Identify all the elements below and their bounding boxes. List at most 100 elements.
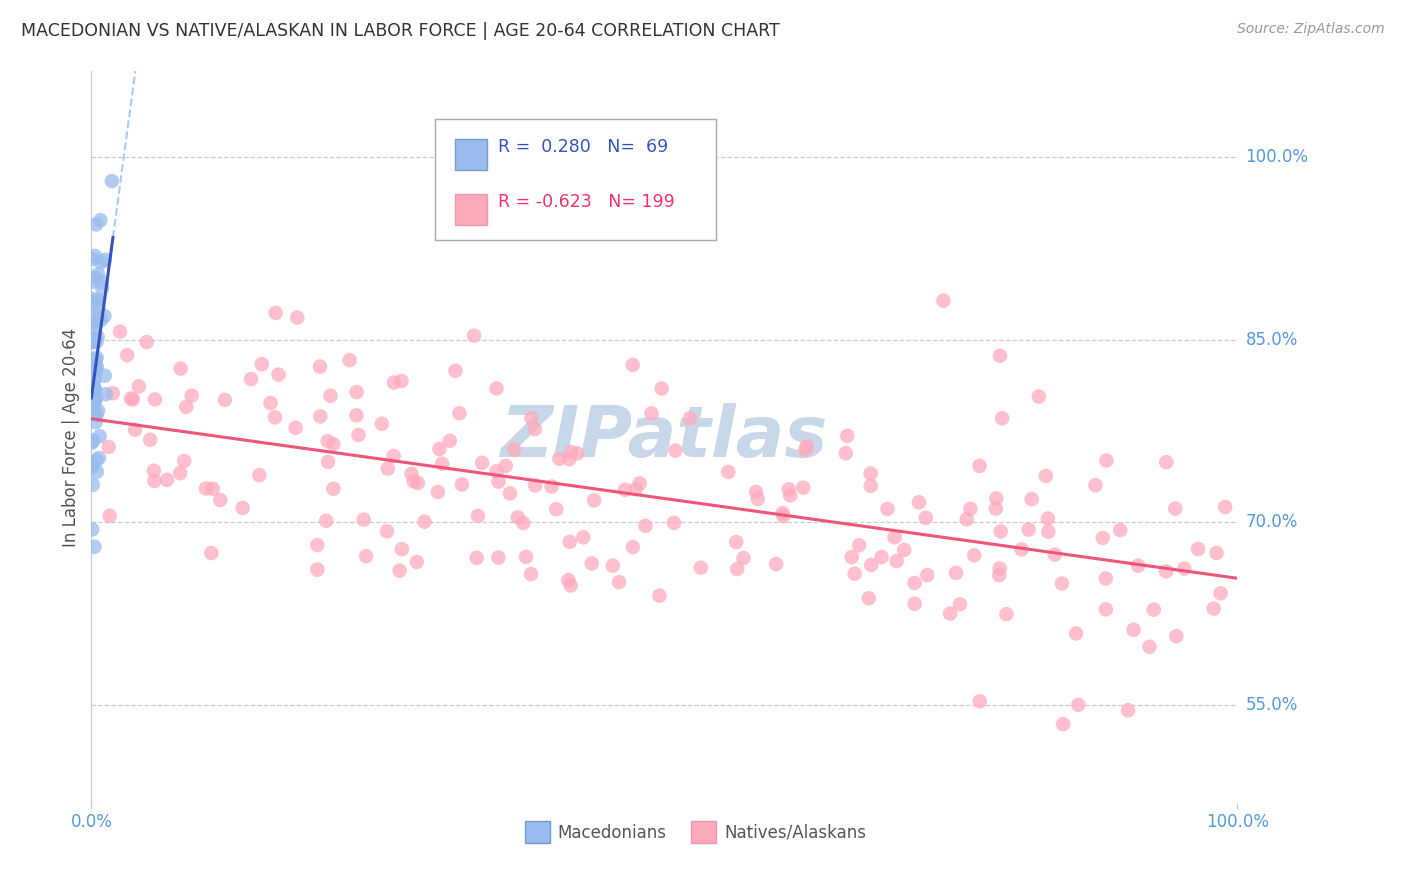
Point [689, 560, 711, 574]
Point [520, 411, 543, 425]
Point [1094, 571, 1116, 585]
Point [449, 406, 471, 420]
Point [986, 491, 1008, 506]
Point [84, 352, 107, 367]
Point [844, 566, 866, 581]
Point [1050, 576, 1073, 591]
Point [848, 538, 870, 552]
Point [499, 486, 522, 500]
Point [614, 483, 637, 497]
Point [406, 475, 429, 490]
Point [984, 501, 1007, 516]
Point [121, 392, 143, 407]
Point [515, 549, 537, 564]
Point [717, 465, 740, 479]
Point [1139, 640, 1161, 654]
Point [86, 465, 108, 479]
Point [988, 561, 1011, 575]
Point [560, 578, 582, 592]
Point [201, 482, 224, 496]
Point [778, 483, 800, 497]
Point [651, 382, 673, 396]
Point [142, 464, 165, 478]
Point [322, 437, 344, 451]
Point [86, 391, 108, 405]
Point [91, 280, 114, 294]
Point [467, 508, 489, 523]
Point [860, 558, 883, 572]
Point [1109, 523, 1132, 537]
Point [250, 357, 273, 371]
Point [903, 576, 925, 591]
Point [624, 482, 647, 496]
Point [375, 524, 398, 539]
Point [82, 434, 104, 448]
Point [82, 523, 104, 537]
Point [1122, 623, 1144, 637]
Point [495, 458, 517, 473]
Point [1084, 478, 1107, 492]
Point [870, 550, 893, 565]
Point [87, 301, 110, 315]
Point [883, 530, 905, 544]
Point [745, 484, 768, 499]
Point [540, 479, 562, 493]
Point [607, 575, 630, 590]
Point [932, 293, 955, 308]
Point [285, 310, 308, 325]
Point [859, 479, 882, 493]
Point [1094, 602, 1116, 616]
Point [1209, 586, 1232, 600]
Point [84, 333, 107, 347]
FancyBboxPatch shape [434, 119, 716, 240]
Y-axis label: In Labor Force | Age 20-64: In Labor Force | Age 20-64 [62, 327, 80, 547]
Point [267, 368, 290, 382]
Point [463, 328, 485, 343]
Point [82, 304, 104, 318]
Point [959, 501, 981, 516]
Point [1213, 500, 1236, 514]
Point [80, 460, 103, 475]
Point [84, 360, 107, 375]
Point [83, 367, 105, 381]
Point [560, 445, 582, 459]
Point [82, 477, 104, 491]
Point [779, 489, 801, 503]
Text: Macedonians: Macedonians [558, 824, 666, 842]
Point [128, 379, 150, 393]
Point [908, 495, 931, 509]
Point [83, 316, 105, 330]
Point [794, 442, 817, 457]
Point [86, 359, 108, 374]
Point [82, 334, 104, 349]
Point [465, 550, 488, 565]
Point [1091, 531, 1114, 545]
Point [572, 530, 595, 544]
Text: R =  0.280   N=  69: R = 0.280 N= 69 [498, 138, 668, 156]
Point [214, 392, 236, 407]
Point [503, 442, 526, 457]
Point [86, 453, 108, 467]
Bar [454, 194, 486, 225]
Point [90, 255, 112, 269]
Point [264, 410, 287, 425]
Point [82, 384, 104, 399]
Point [354, 549, 377, 564]
Point [94, 252, 117, 267]
Point [628, 476, 651, 491]
Point [1036, 511, 1059, 525]
Point [347, 428, 370, 442]
Point [956, 512, 979, 526]
Point [83, 404, 105, 418]
Point [391, 374, 413, 388]
Point [747, 491, 769, 506]
Point [371, 417, 394, 431]
Point [1202, 601, 1225, 615]
Point [173, 454, 195, 468]
Point [232, 500, 254, 515]
Point [1064, 626, 1087, 640]
Point [94, 368, 117, 383]
Point [309, 409, 332, 424]
Point [84, 415, 107, 429]
Point [969, 458, 991, 473]
